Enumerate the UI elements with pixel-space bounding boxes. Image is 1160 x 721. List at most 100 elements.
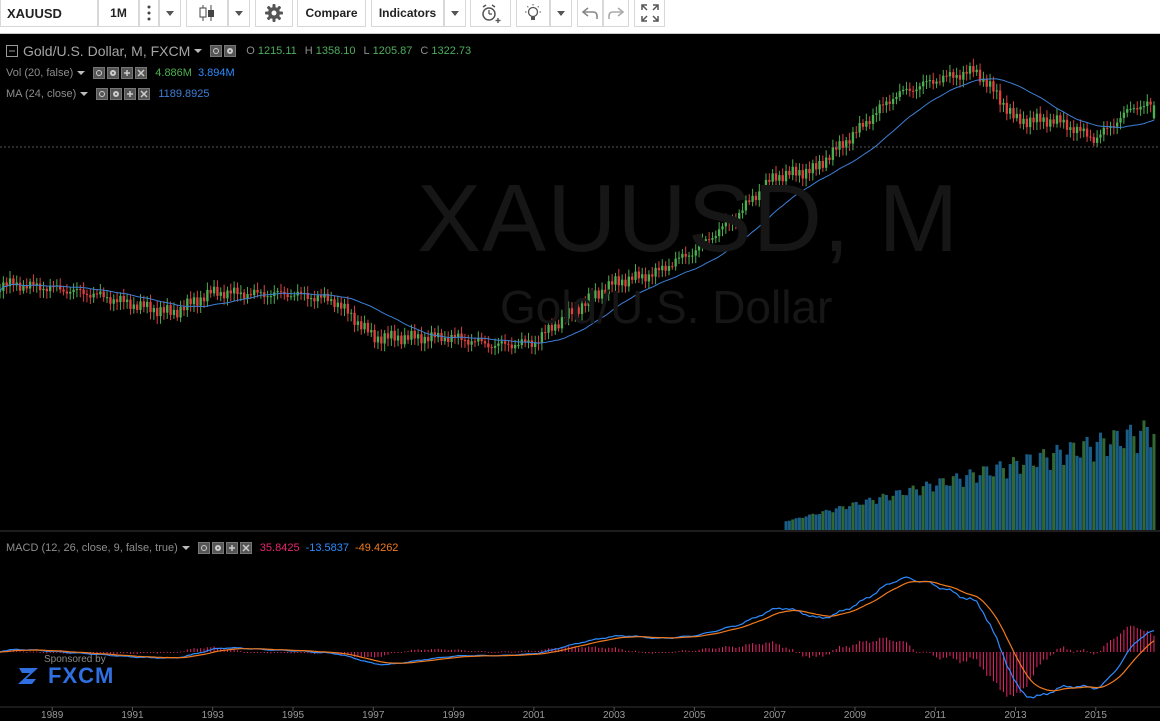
axis-year-label: 1999 [442,710,465,721]
histogram-bar [956,652,958,660]
candle-body [510,344,513,349]
histogram-bar [236,650,238,652]
volume-bar [1132,436,1136,530]
settings-small-icon[interactable] [110,88,123,100]
settings-button[interactable] [255,0,293,27]
theme-button[interactable] [516,0,550,27]
fullscreen-button[interactable] [634,0,665,27]
indicators-button[interactable]: Indicators [371,0,444,27]
candle-body [52,286,55,288]
settings-small-icon[interactable] [107,67,120,79]
candle [911,85,915,99]
alert-button[interactable] [470,0,511,27]
candle [828,154,831,165]
hide-icon[interactable] [93,67,106,79]
histogram-bar [1069,649,1071,652]
candle [32,274,35,292]
price-chart[interactable] [0,34,1160,719]
histogram-bar [979,652,981,667]
candle [366,319,370,336]
candle-body [293,295,296,297]
theme-dropdown[interactable] [550,0,572,27]
candle [664,261,667,277]
candle [1126,104,1129,118]
hide-icon[interactable] [197,542,210,554]
histogram-bar [250,652,252,653]
candle-body [935,81,938,84]
series-menu-icon[interactable] [194,49,203,53]
add-icon[interactable] [124,88,137,100]
histogram-bar [852,644,854,652]
redo-button[interactable] [603,0,629,27]
volume-bar [817,514,822,530]
histogram-bar [748,644,750,652]
volume-bar [985,466,989,530]
candle-body [905,88,908,90]
volume-bar [787,520,791,530]
chart-style-button[interactable] [186,0,228,27]
candle-body [517,344,520,346]
collapse-icon[interactable] [6,45,18,57]
candle [617,268,620,293]
histogram-bar [671,652,673,653]
candle-body [1089,136,1092,138]
candle [741,203,744,219]
vertical-dots-icon [147,5,151,21]
interval-dropdown-button[interactable] [159,0,181,27]
candle-body [881,104,885,106]
candle [523,335,527,348]
interval-more-button[interactable] [139,0,159,27]
histogram-bar [996,652,998,683]
indicators-dropdown[interactable] [444,0,466,27]
histogram-bar [106,652,108,654]
candle [45,285,48,299]
macd-menu-icon[interactable] [181,546,190,550]
hide-icon[interactable] [96,88,109,100]
candle-body [1062,119,1065,123]
undo-button[interactable] [577,0,603,27]
candle [661,259,664,277]
candle [1052,113,1055,128]
macd-histogram [0,625,1155,697]
histogram-bar [655,652,657,653]
candle [135,301,139,314]
histogram-bar [136,652,138,655]
histogram-bar [1136,628,1138,652]
candle [597,287,600,303]
sponsor-logo[interactable]: Sponsored by FXCM [16,654,120,688]
close-icon[interactable] [135,67,148,79]
candle-body [1122,112,1126,119]
candle [915,82,918,99]
ma-menu-icon[interactable] [80,92,89,96]
histogram-bar [808,652,810,658]
chart-style-dropdown[interactable] [228,0,250,27]
add-icon[interactable] [121,67,134,79]
candle-body [590,293,594,299]
interval-button[interactable]: 1M [98,0,139,27]
candle [105,290,109,303]
volume-bar [931,491,935,530]
add-icon[interactable] [225,542,238,554]
candle [18,276,22,296]
close-icon[interactable] [138,88,151,100]
candle-body [1139,106,1142,110]
ma-legend: MA (24, close) 1189.8925 [6,88,210,100]
histogram-bar [865,640,867,652]
histogram-bar [1143,630,1145,652]
candle-body [1146,101,1149,107]
volume-menu-icon[interactable] [77,71,86,75]
close-icon[interactable] [239,542,252,554]
candle [681,248,684,265]
volume-bar [831,512,835,530]
histogram-bar [216,647,218,652]
histogram-bar [725,646,727,652]
symbol-search-button[interactable]: XAUUSD [0,0,98,27]
candle [413,324,416,345]
settings-small-icon[interactable] [224,45,237,57]
hide-icon[interactable] [210,45,223,57]
candle [734,213,738,230]
volume-bar [1018,473,1022,530]
settings-small-icon[interactable] [211,542,224,554]
compare-button[interactable]: Compare [297,0,366,27]
histogram-bar [451,649,453,652]
